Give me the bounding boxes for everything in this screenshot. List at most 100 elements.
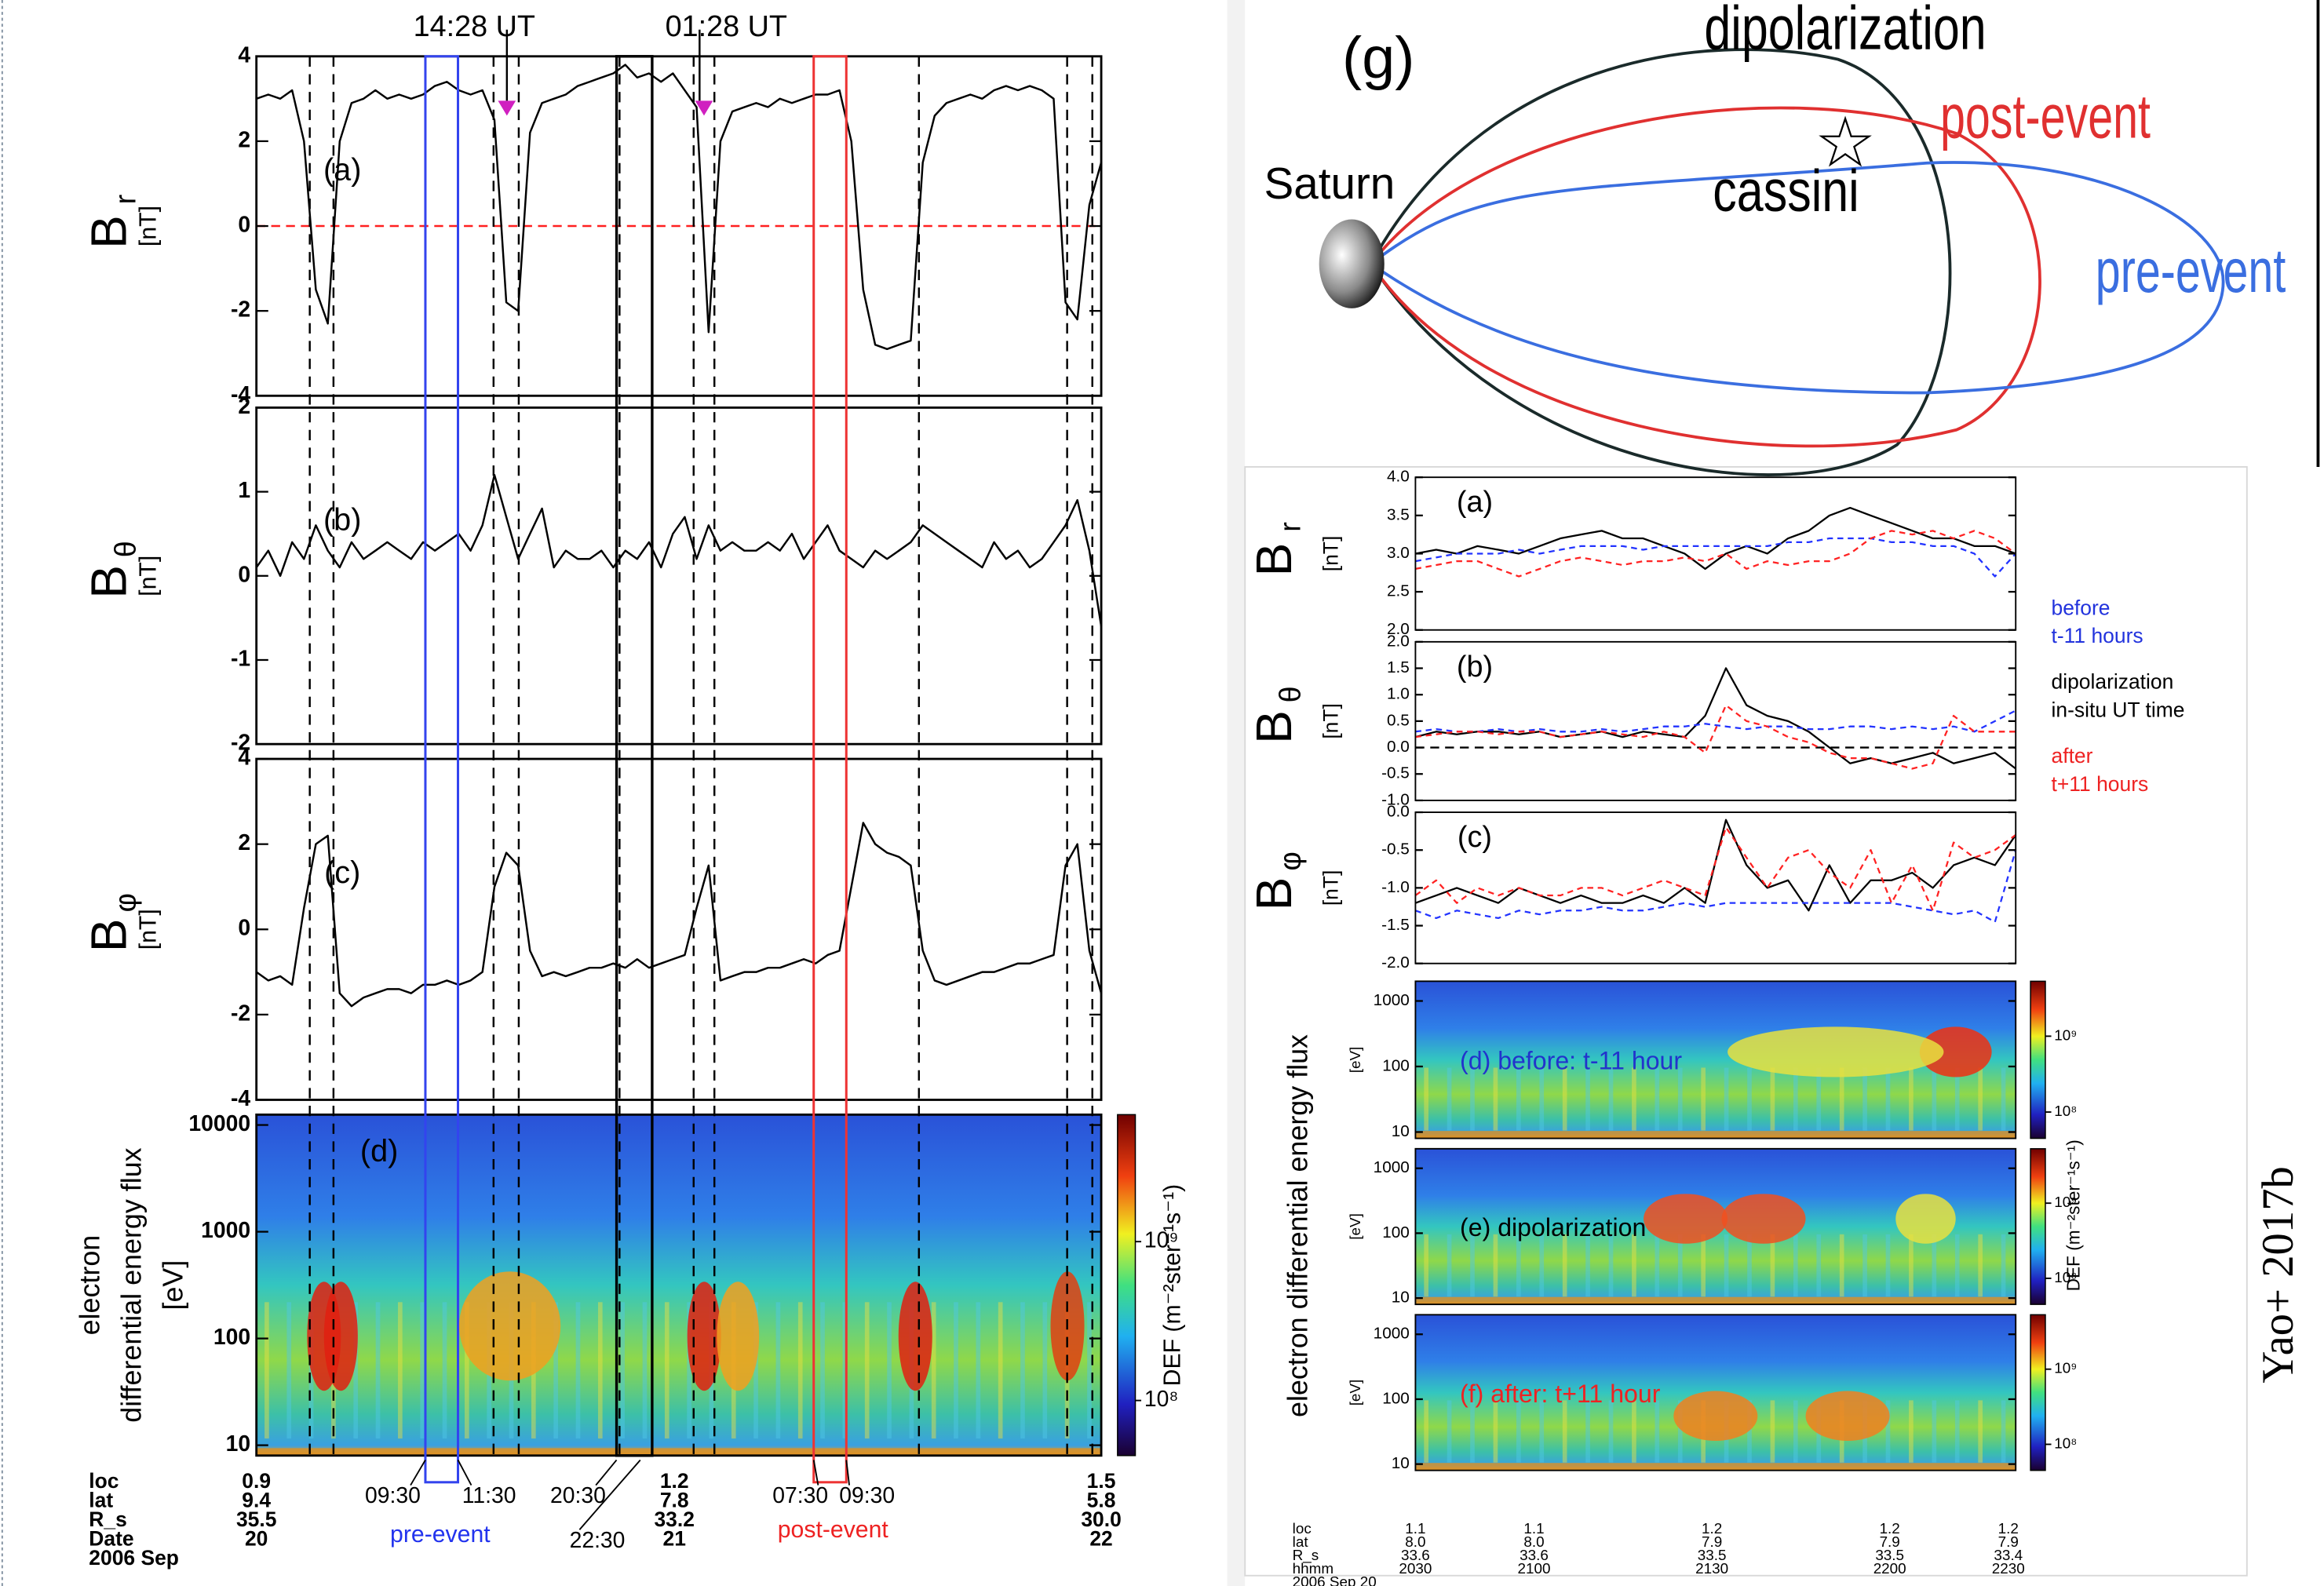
axes-frame: [255, 55, 1103, 397]
panel-label: (b): [323, 503, 361, 538]
interval-arrow: [595, 1459, 618, 1486]
colorbar: [2030, 1148, 2046, 1305]
flux-axis-label: electron differential energy flux: [1282, 1034, 1314, 1417]
spectrogram-texture: [1816, 1067, 1822, 1131]
diagram-post-event: post-event: [1940, 82, 2151, 151]
y-tick-label: 2: [238, 830, 250, 855]
plot-area: [256, 759, 1102, 1100]
spectrogram-texture: [1632, 1067, 1636, 1131]
y-axis-label-subscript: φ: [109, 893, 142, 913]
spectrogram-texture: [2001, 1400, 2006, 1463]
ephemeris-value: 1.1: [1405, 1521, 1425, 1537]
spectrogram-texture: [1770, 1234, 1775, 1297]
spectrogram-texture: [1608, 1400, 1614, 1463]
spectrogram-texture: [1493, 1400, 1498, 1463]
pre-event-box: [424, 55, 460, 1484]
spectrogram-texture: [1424, 1234, 1429, 1297]
ephemeris-value: 2230: [1992, 1561, 2025, 1577]
spectrogram-texture: [1932, 1234, 1937, 1297]
panel-label: (e) dipolarization: [1460, 1213, 1646, 1241]
ephemeris-row-label: lat: [1293, 1534, 1309, 1551]
spectrogram-hotspot: [1919, 1026, 1992, 1077]
diagram-dipolarization: dipolarization: [1704, 0, 1986, 62]
spectrogram-texture: [1539, 1067, 1545, 1131]
data-line: [1414, 826, 2016, 912]
spectrogram-lowenergy-band: [1415, 1463, 2016, 1471]
y-tick-label: 100: [1382, 1389, 1410, 1407]
axes-frame: [1414, 1147, 2017, 1306]
y-axis-unit: [eV]: [1348, 1380, 1364, 1406]
legend-entry: before: [2052, 596, 2111, 619]
spectrogram-texture: [1632, 1400, 1636, 1463]
spectrogram-field: [256, 1114, 1102, 1456]
diagram-saturn: Saturn: [1264, 159, 1395, 209]
colorbar-tick-label: 10⁸: [2054, 1435, 2077, 1452]
legend-entry: t+11 hours: [2052, 772, 2149, 796]
ephemeris-value: 35.5: [236, 1508, 276, 1531]
ephemeris-value: 7.9: [1998, 1534, 2019, 1551]
spectrogram-texture: [1562, 1400, 1567, 1463]
spectrogram-texture: [1539, 1234, 1545, 1297]
ephemeris-row-label: Date: [89, 1526, 133, 1550]
plot-area: [256, 407, 1102, 745]
y-tick-label: 2: [238, 394, 250, 419]
spectrogram-texture: [1724, 1067, 1729, 1131]
y-tick-label: 10: [1392, 1289, 1410, 1307]
axes-frame: [1414, 1314, 2017, 1471]
colorbar-tick-label: 10⁸: [2054, 1103, 2077, 1120]
field-line-post-event: [1369, 106, 2041, 448]
data-line: [256, 64, 1103, 351]
y-tick-label: 1: [238, 478, 250, 503]
ephemeris-value: 1.2: [1998, 1521, 2019, 1537]
y-tick-label: 1000: [1374, 1325, 1410, 1343]
spectrogram-texture: [2001, 1234, 2006, 1297]
spectrogram-hotspot: [898, 1282, 932, 1391]
spectrogram-texture: [1087, 1302, 1092, 1439]
spectrogram-texture: [1978, 1234, 1983, 1297]
y-tick-label: 4: [238, 746, 250, 771]
ephemeris-value: 1.2: [1702, 1521, 1722, 1537]
ephemeris-value: 1.1: [1523, 1521, 1544, 1537]
panel-label: (c): [324, 855, 360, 890]
plot-area: [1415, 477, 2016, 630]
interval-arrow: [812, 1460, 819, 1486]
y-tick-label: 10: [1392, 1122, 1410, 1140]
y-tick-label: 4: [238, 42, 250, 67]
spectrogram-texture: [1701, 1234, 1706, 1297]
ephemeris-value: 8.0: [1523, 1534, 1544, 1551]
y-tick-label: -1.0: [1381, 878, 1410, 896]
y-tick-label: 10: [226, 1431, 250, 1457]
spectrogram-texture: [1793, 1067, 1798, 1131]
colorbar-label: DEF (m⁻²ster⁻¹s⁻¹): [1160, 1184, 1186, 1387]
spectrogram-texture: [2001, 1067, 2006, 1131]
interval-time: 22:30: [570, 1528, 626, 1553]
ephemeris-value: 7.9: [1880, 1534, 1900, 1551]
spectrogram-texture: [1562, 1067, 1567, 1131]
spectrogram-texture: [998, 1302, 1003, 1439]
spectrogram-texture: [1539, 1400, 1545, 1463]
spectrogram-texture: [1585, 1400, 1590, 1463]
y-tick-label: -2.0: [1381, 953, 1410, 972]
colorbar: [2030, 1314, 2046, 1471]
spectrogram-texture: [1042, 1302, 1048, 1439]
y-axis-label-subscript: r: [1275, 522, 1308, 532]
spectrogram-texture: [1909, 1067, 1914, 1131]
spectrogram-texture: [1978, 1400, 1983, 1463]
y-axis-label-subscript: θ: [1275, 686, 1308, 702]
ephemeris-value: 21: [663, 1526, 686, 1550]
y-tick-label: 2.0: [1387, 632, 1410, 650]
interval-arrow: [578, 1459, 641, 1530]
y-tick-label: 2.0: [1387, 620, 1410, 638]
plot-area: [1415, 812, 2016, 964]
spectrogram-texture: [1677, 1234, 1683, 1297]
y-axis-label: B: [1246, 877, 1302, 911]
spectrogram-texture: [442, 1302, 447, 1439]
ephemeris-value: 2200: [1873, 1561, 1906, 1577]
spectrogram-texture: [1885, 1067, 1891, 1131]
ephemeris-value: 33.6: [1520, 1548, 1549, 1564]
event-time: 14:28 UT: [414, 10, 535, 43]
data-line: [255, 473, 1103, 627]
y-axis-label-subscript: φ: [1275, 851, 1308, 871]
diagram-label: (g): [1342, 25, 1414, 91]
